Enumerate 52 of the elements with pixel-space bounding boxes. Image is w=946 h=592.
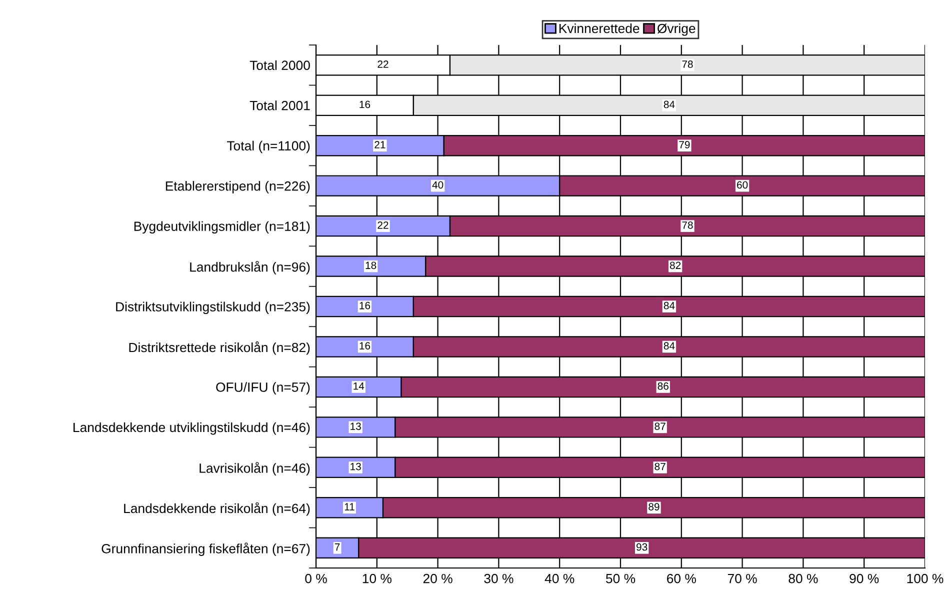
data-label: 14 <box>354 382 364 390</box>
y-tick-label: Grunnfinansiering fiskeflåten (n=67) <box>102 542 310 556</box>
data-label: 84 <box>664 100 675 108</box>
y-tick-label: Landsdekkende risikolån (n=64) <box>124 502 310 516</box>
x-tick-label: 90 % <box>850 574 879 584</box>
x-tick-label: 40 % <box>544 574 574 584</box>
x-tick-label: 70 % <box>728 574 757 584</box>
y-tick-label: Distriktsrettede risikolån (n=82) <box>129 341 310 355</box>
x-tick-label: 100 % <box>907 574 944 584</box>
data-label: 22 <box>378 60 388 68</box>
data-label: 82 <box>670 262 681 270</box>
x-tick-label: 30 % <box>484 574 514 584</box>
data-label: 13 <box>350 462 361 470</box>
data-label: 13 <box>350 422 361 430</box>
legend-label: Kvinnerettede <box>559 23 640 34</box>
data-label: 87 <box>654 462 666 470</box>
data-label: 89 <box>648 503 660 510</box>
data-label: 78 <box>682 60 693 68</box>
data-label: 79 <box>679 140 690 148</box>
data-label: 93 <box>636 543 648 551</box>
x-tick-label: 0 % <box>305 574 327 584</box>
data-label: 87 <box>654 422 666 430</box>
x-tick-label: 60 % <box>667 574 696 584</box>
data-label: 16 <box>360 100 370 108</box>
data-label: 78 <box>682 221 693 229</box>
x-tick-label: 20 % <box>423 574 452 584</box>
legend-label: Øvrige <box>657 23 696 36</box>
y-tick-label: OFU/IFU (n=57) <box>216 382 310 394</box>
data-label: 60 <box>737 181 748 189</box>
y-tick-label: Lavrisikolån (n=46) <box>200 462 310 476</box>
data-label: 86 <box>658 382 668 390</box>
data-label: 84 <box>664 342 675 350</box>
data-label: 22 <box>378 221 388 229</box>
y-tick-label: Bygdeutviklingsmidler (n=181) <box>134 221 310 234</box>
data-label: 7 <box>334 543 340 551</box>
data-label: 16 <box>360 302 370 310</box>
y-tick-label: Etablererstipend (n=226) <box>166 181 310 194</box>
x-tick-label: 10 % <box>362 574 392 584</box>
data-label: 84 <box>664 302 675 310</box>
data-label: 40 <box>432 181 444 189</box>
y-tick-label: Distriktsutviklingstilskudd (n=235) <box>116 302 310 314</box>
y-tick-label: Total 2000 <box>250 60 310 70</box>
data-label: 18 <box>366 262 376 270</box>
y-tick-label: Landbrukslån (n=96) <box>190 260 310 274</box>
data-label: 16 <box>360 342 370 350</box>
data-label: 11 <box>344 503 354 510</box>
data-label: 21 <box>374 140 386 148</box>
y-tick-label: Landsdekkende utviklingstilskudd (n=46) <box>74 422 310 435</box>
x-tick-label: 50 % <box>606 574 636 584</box>
x-tick-label: 80 % <box>788 574 818 584</box>
y-tick-label: Total 2001 <box>250 100 310 110</box>
y-tick-label: Total (n=1100) <box>227 140 310 154</box>
